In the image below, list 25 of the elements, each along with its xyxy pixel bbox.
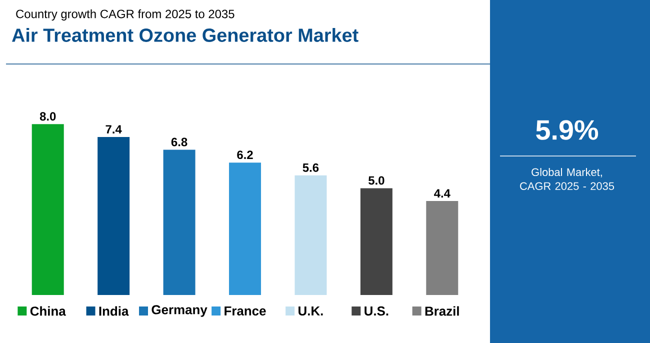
bar [360, 188, 392, 295]
bar [294, 175, 327, 295]
data-label: 4.4 [434, 189, 450, 198]
x-tick-label: India [99, 306, 129, 316]
data-label: 5.6 [302, 163, 319, 172]
data-label: 7.4 [106, 125, 122, 134]
data-label: 5.0 [368, 176, 384, 185]
chart-subtitle: Country growth CAGR from 2025 to 2035 [16, 9, 234, 21]
x-tick-label: U.S. [364, 306, 388, 316]
data-label: 8.0 [40, 112, 56, 121]
x-tick-label: China [30, 306, 66, 316]
text: 5.9% [536, 120, 598, 140]
bar [32, 124, 64, 295]
chart-title: Air Treatment Ozone Generator Market [12, 28, 358, 42]
x-tick-label: Germany [152, 305, 208, 317]
x-tick-label: U.K. [298, 306, 323, 316]
x-tick-label: France [224, 306, 266, 316]
data-label: 6.2 [237, 150, 253, 160]
bar [163, 150, 196, 295]
data-label: 6.8 [171, 138, 188, 146]
bar [426, 201, 458, 295]
text: Global Market, CAGR 2025 - 2035 [520, 168, 614, 190]
x-tick-label: Brazil [425, 306, 459, 316]
bar [98, 136, 130, 295]
bar [229, 162, 262, 295]
